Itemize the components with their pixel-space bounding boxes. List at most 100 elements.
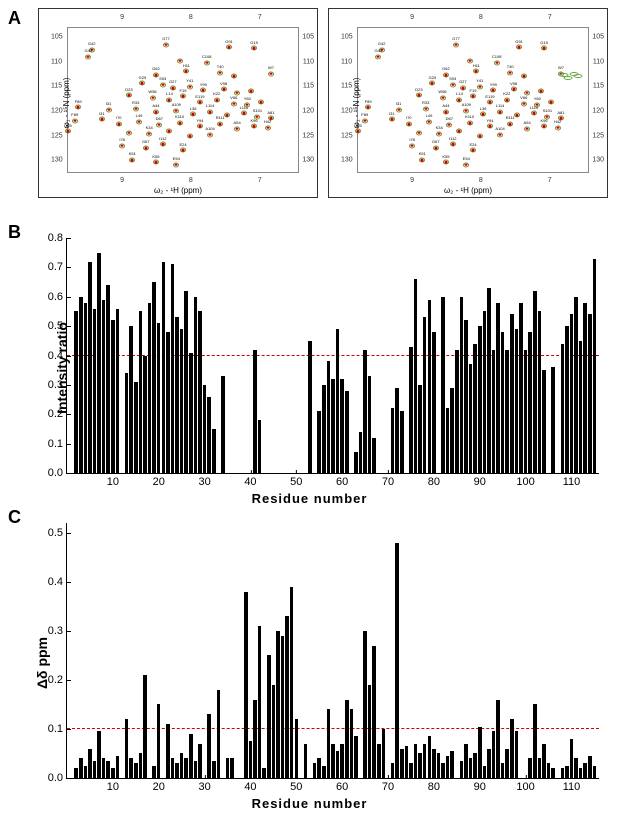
bar (441, 763, 445, 778)
bar (510, 314, 514, 473)
bar (129, 758, 133, 778)
bar (542, 370, 546, 473)
bar (79, 297, 83, 473)
bar (184, 758, 188, 778)
bar (446, 408, 450, 473)
bar (166, 724, 170, 778)
bar (391, 763, 395, 778)
bar (175, 317, 179, 473)
bar (106, 285, 110, 473)
bar (125, 719, 129, 778)
bar (432, 749, 436, 778)
bar (478, 727, 482, 778)
bar (317, 411, 321, 473)
bar (565, 326, 569, 473)
bar (570, 739, 574, 778)
bar (230, 758, 234, 778)
bar (331, 744, 335, 778)
bar (217, 690, 221, 778)
bar (395, 388, 399, 473)
bar (473, 344, 477, 473)
spectrum-left-plot: G42G77G91G19G43C108W7G62H11T40G29S93G27Y… (67, 27, 299, 173)
bar (253, 700, 257, 778)
bar (446, 756, 450, 778)
bar (350, 709, 354, 778)
bar (460, 297, 464, 473)
y-axis-label: ω₁ - ¹⁵N (ppm) (62, 78, 71, 129)
bar (363, 631, 367, 778)
bar (97, 253, 101, 473)
bar (139, 753, 143, 778)
bar (395, 543, 399, 778)
bar (116, 756, 120, 778)
bar (295, 719, 299, 778)
bar (267, 655, 271, 778)
spectrum-right: G42G77G91G19G43C108W7G62H11T40G29S93G27Y… (328, 8, 608, 198)
bar (528, 758, 532, 778)
bar (175, 763, 179, 778)
bar (207, 397, 211, 473)
bar (84, 303, 88, 473)
bar (143, 356, 147, 474)
bar (354, 736, 358, 778)
bar (313, 763, 317, 778)
bar (194, 297, 198, 473)
bar (561, 344, 565, 473)
bar (464, 744, 468, 778)
bar (432, 332, 436, 473)
bar (473, 753, 477, 778)
bar (79, 758, 83, 778)
bar (505, 350, 509, 473)
bar (88, 262, 92, 474)
bar (455, 350, 459, 473)
bar (418, 385, 422, 473)
bar (203, 385, 207, 473)
bar (88, 749, 92, 778)
bar (162, 262, 166, 474)
bar (414, 279, 418, 473)
bar (171, 758, 175, 778)
bar (157, 323, 161, 473)
spectrum-pair: G42G77G91G19G43C108W7G62H11T40G29S93G27Y… (38, 8, 611, 198)
bar (510, 719, 514, 778)
bar (93, 309, 97, 474)
bar (464, 320, 468, 473)
bar (409, 347, 413, 473)
bar (368, 376, 372, 473)
panel-a: A G42G77G91G19G43C108W7G62H11T40G29S93G2… (8, 8, 611, 218)
bar (322, 766, 326, 778)
bar (368, 685, 372, 778)
bar (588, 756, 592, 778)
panel-c-label: C (8, 507, 21, 528)
spectrum-right-plot: G42G77G91G19G43C108W7G62H11T40G29S93G27Y… (357, 27, 589, 173)
panel-a-label: A (8, 8, 21, 29)
bar (574, 758, 578, 778)
bar (152, 282, 156, 473)
bar (400, 749, 404, 778)
bar (125, 373, 129, 473)
bar (496, 303, 500, 473)
bar (198, 744, 202, 778)
bar (180, 753, 184, 778)
bar (515, 731, 519, 778)
bar (152, 766, 156, 778)
bar (377, 744, 381, 778)
y-axis-label: ω₁ - ¹⁵N (ppm) (352, 78, 361, 129)
bar (496, 700, 500, 778)
bar (290, 587, 294, 778)
bar (308, 341, 312, 473)
bar (221, 376, 225, 473)
chart-b-area: 0.00.10.20.30.40.50.60.70.81020304050607… (66, 238, 599, 474)
bar (354, 452, 358, 473)
bar (212, 761, 216, 778)
bar (583, 763, 587, 778)
bar (469, 758, 473, 778)
bar (428, 736, 432, 778)
bar (391, 408, 395, 473)
bar (111, 768, 115, 778)
bar (533, 291, 537, 473)
bar (143, 675, 147, 778)
bar (106, 761, 110, 778)
bar (372, 646, 376, 778)
bar (418, 753, 422, 778)
